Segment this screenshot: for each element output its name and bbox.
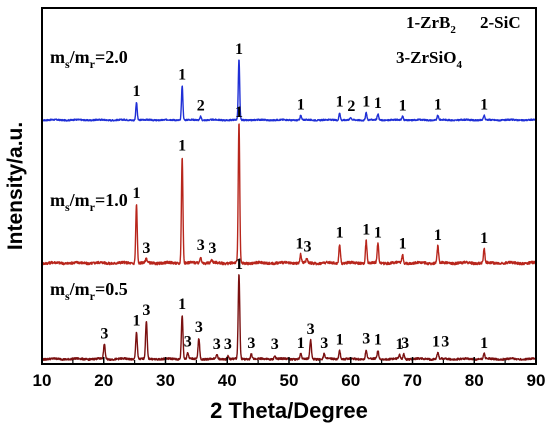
series-label: ms/mr=0.5 bbox=[50, 279, 128, 303]
legend-entry: 2-SiC bbox=[480, 13, 521, 32]
peak-label: 3 bbox=[100, 325, 108, 342]
series-label: ms/mr=2.0 bbox=[50, 47, 128, 71]
peak-label: 3 bbox=[195, 319, 203, 336]
peak-label: 3 bbox=[271, 336, 279, 353]
x-tick-label: 80 bbox=[465, 371, 484, 390]
peak-label: 3 bbox=[224, 336, 232, 353]
peak-label: 3 bbox=[441, 334, 449, 351]
peak-label: 1 bbox=[132, 83, 140, 100]
x-tick-label: 30 bbox=[156, 371, 175, 390]
peak-label: 1 bbox=[297, 97, 305, 114]
peak-label: 1 bbox=[178, 296, 186, 313]
peak-label: 1 bbox=[336, 94, 344, 111]
legend-entry: 3-ZrSiO4 bbox=[396, 48, 462, 71]
peak-label: 1 bbox=[434, 97, 442, 114]
peak-label: 1 bbox=[362, 94, 370, 111]
peak-label: 3 bbox=[401, 335, 409, 352]
peak-label: 3 bbox=[208, 240, 216, 257]
series-line bbox=[41, 123, 537, 266]
peak-label: 3 bbox=[307, 321, 315, 338]
series-line bbox=[41, 59, 537, 122]
peak-label: 3 bbox=[184, 334, 192, 351]
peak-label: 1 bbox=[235, 104, 243, 121]
peak-label: 1 bbox=[399, 236, 407, 253]
x-tick-label: 60 bbox=[341, 371, 360, 390]
peak-label: 3 bbox=[247, 335, 255, 352]
peak-label: 3 bbox=[320, 335, 328, 352]
peak-label: 1 bbox=[432, 334, 440, 351]
peak-label: 1 bbox=[374, 95, 382, 112]
x-tick-label: 40 bbox=[218, 371, 237, 390]
peak-label: 3 bbox=[142, 302, 150, 319]
peak-label: 1 bbox=[374, 332, 382, 349]
peak-label: 1 bbox=[336, 332, 344, 349]
peak-label: 1 bbox=[399, 97, 407, 114]
phase-legend: 1-ZrB2 2-SiC 3-ZrSiO4 bbox=[396, 13, 521, 71]
peak-label: 2 bbox=[197, 97, 205, 114]
peak-label: 3 bbox=[362, 331, 370, 348]
x-axis-title: 2 Theta/Degree bbox=[210, 398, 368, 423]
peak-label: 1 bbox=[297, 335, 305, 352]
peak-label: 1 bbox=[178, 67, 186, 84]
y-axis-title: Intensity/a.u. bbox=[4, 122, 27, 250]
peak-label: 1 bbox=[178, 138, 186, 155]
peak-label: 3 bbox=[197, 237, 205, 254]
peak-label: 1 bbox=[235, 256, 243, 273]
peak-label: 1 bbox=[434, 227, 442, 244]
x-tick-label: 50 bbox=[280, 371, 299, 390]
peak-label: 1 bbox=[374, 224, 382, 241]
peak-label: 1 bbox=[132, 313, 140, 330]
peak-label: 1 bbox=[362, 222, 370, 239]
peak-label: 3 bbox=[213, 336, 221, 353]
peak-label: 1 bbox=[235, 41, 243, 58]
legend-entry: 1-ZrB2 bbox=[406, 13, 456, 36]
peak-label: 3 bbox=[142, 240, 150, 257]
peak-label: 1 bbox=[295, 236, 303, 253]
peak-label: 1 bbox=[396, 336, 404, 353]
peak-label: 1 bbox=[336, 224, 344, 241]
x-tick-label: 70 bbox=[403, 371, 422, 390]
peak-label: 3 bbox=[304, 238, 312, 255]
peak-label: 1 bbox=[132, 185, 140, 202]
x-tick-label: 10 bbox=[33, 371, 52, 390]
x-tick-label: 20 bbox=[94, 371, 113, 390]
series-label: ms/mr=1.0 bbox=[50, 190, 128, 214]
peak-label: 1 bbox=[480, 335, 488, 352]
peak-label: 1 bbox=[480, 97, 488, 114]
peak-label: 2 bbox=[347, 98, 355, 115]
x-axis: 10 20 30 40 50 60 70 80 90 bbox=[33, 357, 546, 390]
x-tick-label: 90 bbox=[527, 371, 546, 390]
peak-label: 1 bbox=[480, 230, 488, 247]
